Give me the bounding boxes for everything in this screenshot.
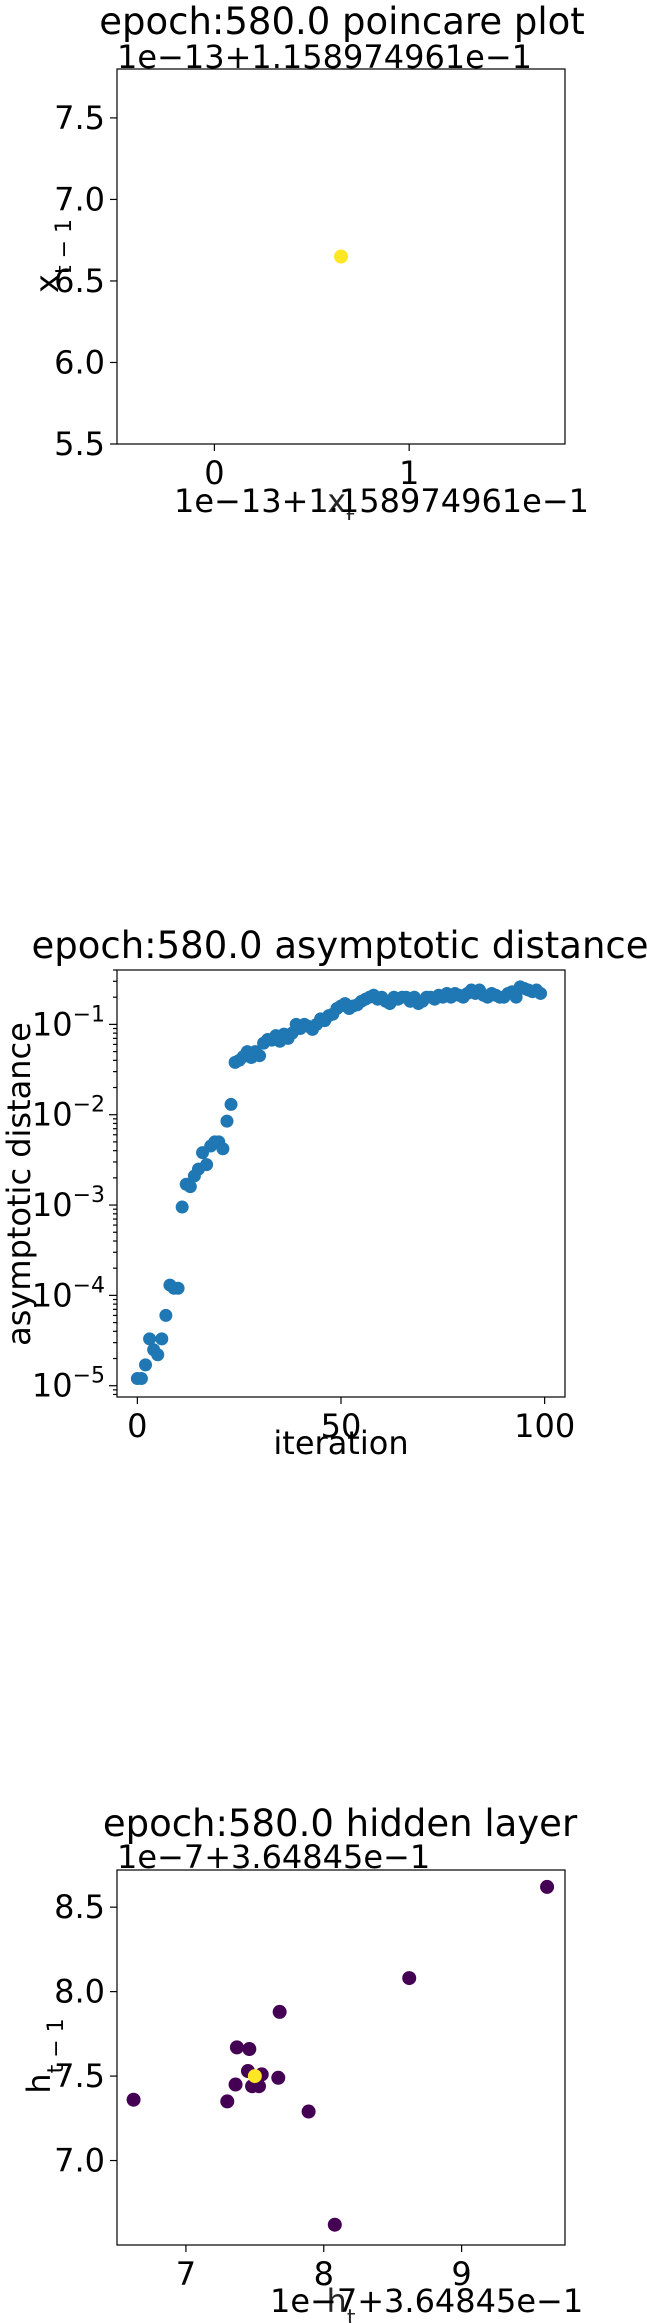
scatter-point bbox=[175, 1200, 189, 1214]
scatter-point bbox=[242, 2042, 257, 2057]
scatter-point bbox=[151, 1348, 165, 1362]
scatter-point bbox=[224, 1097, 238, 1111]
x-tick-label: 0 bbox=[204, 454, 224, 492]
y-tick-label: 7.5 bbox=[54, 2057, 105, 2095]
y-tick-label: 10−4 bbox=[32, 1273, 105, 1314]
scatter-point bbox=[139, 1358, 153, 1372]
scatter-point bbox=[402, 1971, 417, 1986]
chart1-x-offset-label: 1e−13+1.158974961e−1 bbox=[174, 482, 589, 520]
x-tick-label: 7 bbox=[176, 2255, 196, 2293]
scatter-point bbox=[253, 1049, 267, 1063]
chart3-plot-frame bbox=[116, 1869, 566, 2246]
scatter-point bbox=[509, 990, 523, 1004]
x-tick-label: 9 bbox=[451, 2255, 471, 2293]
scatter-point bbox=[301, 2104, 316, 2119]
x-tick-label: 1 bbox=[399, 454, 419, 492]
scatter-point bbox=[272, 2004, 287, 2019]
scatter-point bbox=[228, 2077, 243, 2092]
y-tick-label: 7.0 bbox=[54, 2142, 105, 2180]
chart1-title: epoch:580.0 poincare plot bbox=[99, 0, 585, 43]
chart2-title: epoch:580.0 asymptotic distance bbox=[31, 924, 647, 967]
scatter-point bbox=[220, 1114, 234, 1128]
chart3-x-offset-label: 1e−7+3.64845e−1 bbox=[270, 2282, 583, 2320]
chart2-x-axis-label: iteration bbox=[273, 1424, 408, 1460]
y-tick-label: 6.5 bbox=[54, 262, 105, 300]
scatter-point bbox=[143, 1332, 157, 1346]
chart1-y-offset-label: 1e−13+1.158974961e−1 bbox=[117, 38, 532, 76]
scatter-point bbox=[216, 1142, 230, 1156]
scatter-point bbox=[200, 1158, 214, 1172]
scatter-point bbox=[540, 1879, 555, 1894]
poincare-plot-chart: epoch:580.0 poincare plot 1e−13+1.158974… bbox=[28, 0, 589, 520]
chart2-plot-frame bbox=[116, 969, 566, 1398]
hidden-layer-chart: epoch:580.0 hidden layer 1e−7+3.64845e−1… bbox=[20, 1802, 583, 2323]
y-tick-label: 6.0 bbox=[54, 343, 105, 381]
scatter-point bbox=[327, 2217, 342, 2232]
y-tick-label: 7.0 bbox=[54, 180, 105, 218]
y-tick-label: 5.5 bbox=[54, 425, 105, 463]
scatter-point bbox=[134, 1372, 148, 1386]
x-tick-label: 100 bbox=[514, 1407, 575, 1445]
scatter-point bbox=[334, 249, 348, 264]
y-tick-label: 7.5 bbox=[54, 99, 105, 137]
x-tick-label: 0 bbox=[127, 1407, 147, 1445]
scatter-point bbox=[171, 1281, 185, 1295]
scatter-point bbox=[220, 2094, 235, 2109]
chart1-plot-frame bbox=[116, 68, 566, 445]
scatter-point bbox=[155, 1332, 169, 1346]
scatter-point bbox=[126, 2092, 141, 2107]
scatter-point bbox=[229, 2040, 244, 2055]
scatter-point bbox=[247, 2069, 262, 2084]
scatter-point bbox=[534, 986, 548, 1000]
chart3-title: epoch:580.0 hidden layer bbox=[103, 1802, 578, 1845]
y-tick-label: 8.0 bbox=[54, 1973, 105, 2011]
asymptotic-distance-chart: epoch:580.0 asymptotic distance 10−5 10−4… bbox=[0, 924, 647, 1460]
y-tick-label: 10−5 bbox=[32, 1364, 105, 1405]
scatter-point bbox=[271, 2070, 286, 2085]
scatter-point bbox=[183, 1180, 197, 1194]
y-tick-label: 10−2 bbox=[32, 1093, 105, 1134]
scatter-point bbox=[159, 1308, 173, 1322]
x-tick-label: 8 bbox=[314, 2255, 334, 2293]
y-tick-label: 10−1 bbox=[32, 1002, 105, 1043]
y-tick-label: 8.5 bbox=[54, 1888, 105, 1926]
chart2-y-axis-label: asymptotic distance bbox=[0, 1022, 38, 1346]
x-tick-label: 50 bbox=[321, 1407, 362, 1445]
y-tick-label: 10−3 bbox=[32, 1183, 105, 1224]
